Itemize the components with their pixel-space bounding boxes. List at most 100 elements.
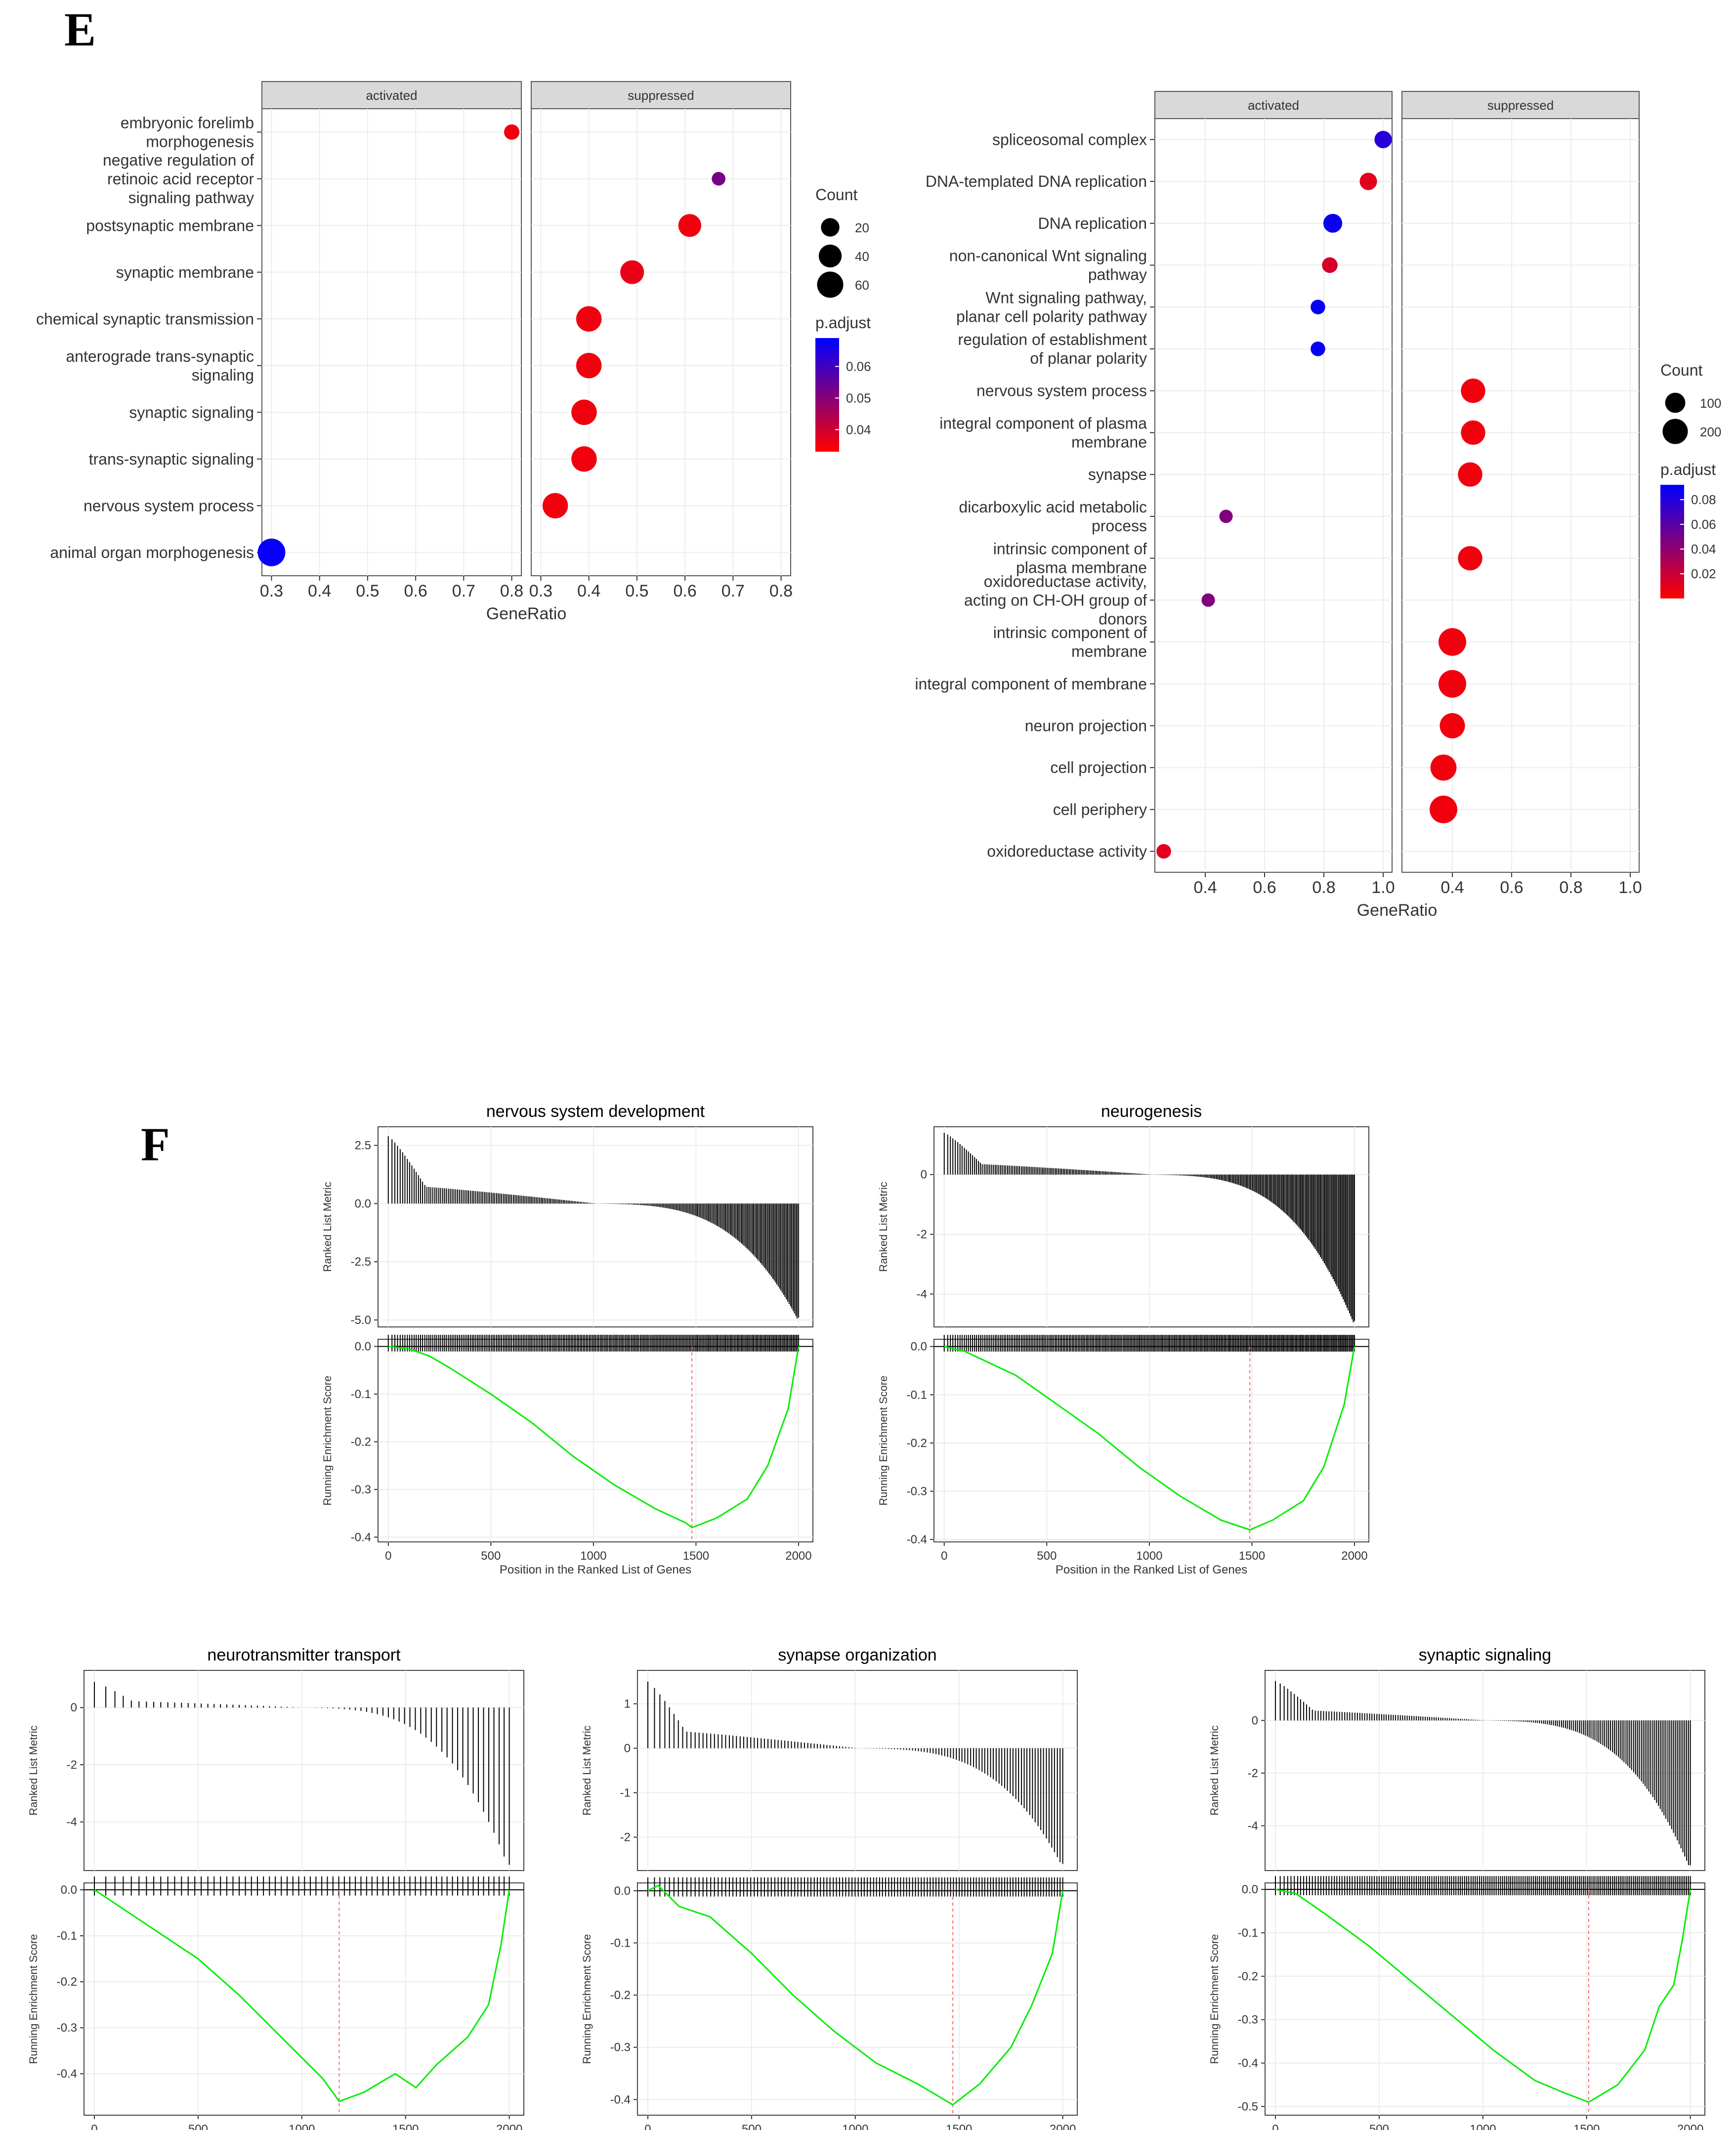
x-tick-label: 0.7 — [721, 582, 745, 600]
gsea-title: nervous system development — [486, 1102, 705, 1121]
category-label: cell projection — [1050, 759, 1147, 776]
x-tick-label: 0 — [385, 1549, 391, 1563]
x-tick-label: 0.6 — [1500, 878, 1523, 897]
legend-color-label: 0.04 — [1691, 542, 1716, 556]
x-axis-title: Position in the Ranked List of Genes — [500, 1563, 691, 1576]
y-axis-title: Running Enrichment Score — [27, 1934, 40, 2064]
data-point — [1322, 257, 1338, 273]
y-tick-label: -2 — [917, 1228, 927, 1241]
legend-color-label: 0.06 — [846, 359, 871, 374]
legend-color-title: p.adjust — [815, 314, 871, 332]
facet-label: activated — [366, 88, 417, 103]
data-point — [1439, 670, 1466, 698]
legend-color-label: 0.04 — [846, 422, 871, 437]
data-point — [576, 353, 602, 379]
y-tick-label: 0 — [921, 1168, 927, 1182]
gsea-title: synaptic signaling — [1419, 1646, 1551, 1664]
category-label: nervous system process — [84, 497, 254, 514]
data-point — [571, 446, 597, 472]
legend-count-title: Count — [1660, 361, 1703, 379]
data-point — [1359, 172, 1377, 190]
x-tick-label: 0 — [941, 1549, 947, 1563]
data-point — [1219, 510, 1233, 523]
legend-size-label: 20 — [855, 220, 869, 235]
facet-strip — [531, 81, 791, 109]
legend-color-label: 0.06 — [1691, 517, 1716, 532]
y-axis-title: Ranked List Metric — [877, 1182, 889, 1272]
category-label: non-canonical Wnt signaling — [949, 247, 1147, 265]
category-label: animal organ morphogenesis — [50, 544, 254, 561]
x-axis-title: Position in the Ranked List of Genes — [1056, 1563, 1247, 1576]
legend-size-dot — [818, 244, 842, 268]
x-tick-label: 0.7 — [452, 582, 475, 600]
y-axis-title: Ranked List Metric — [27, 1725, 40, 1815]
running-es-line — [388, 1346, 800, 1529]
panel-label-e: E — [64, 3, 96, 56]
x-tick-label: 2000 — [785, 1549, 811, 1563]
data-point — [1461, 379, 1485, 403]
y-axis-title: Ranked List Metric — [321, 1182, 334, 1272]
data-point — [1311, 341, 1325, 356]
data-point — [1430, 795, 1457, 823]
category-label: chemical synaptic transmission — [36, 310, 254, 328]
legend-size-dot — [821, 218, 840, 237]
category-label: retinoic acid receptor — [107, 170, 254, 188]
x-tick-label: 0.6 — [673, 582, 696, 600]
y-axis-title: Ranked List Metric — [1208, 1725, 1221, 1815]
data-point — [1458, 462, 1482, 487]
y-tick-label: -0.5 — [1238, 2100, 1258, 2113]
enrichment-panel — [637, 1882, 1078, 2116]
y-tick-label: 0.0 — [61, 1883, 77, 1897]
category-label: trans-synaptic signaling — [89, 450, 254, 468]
y-tick-label: -4 — [917, 1288, 927, 1301]
data-point — [257, 538, 286, 566]
ranked-metric-panel — [637, 1670, 1078, 1871]
y-tick-label: -0.1 — [1238, 1926, 1258, 1940]
legend-size-label: 40 — [855, 249, 869, 264]
category-label: membrane — [1071, 642, 1147, 660]
y-tick-label: 2.5 — [355, 1139, 371, 1152]
data-point — [1461, 420, 1485, 445]
category-label: oxidoreductase activity — [987, 843, 1147, 860]
y-tick-label: -4 — [67, 1816, 77, 1829]
x-tick-label: 0.4 — [1193, 878, 1217, 897]
data-point — [1440, 713, 1465, 739]
x-tick-label: 0.6 — [1253, 878, 1276, 897]
x-tick-label: 1500 — [1239, 1549, 1265, 1563]
category-label: DNA-templated DNA replication — [926, 172, 1147, 190]
x-tick-label: 0.8 — [1312, 878, 1335, 897]
legend-count-title: Count — [815, 186, 858, 204]
y-tick-label: 0.0 — [355, 1197, 371, 1210]
facet-panel — [261, 108, 522, 576]
facet-label: suppressed — [1487, 98, 1554, 113]
x-tick-label: 0 — [1272, 2123, 1278, 2130]
x-tick-label: 500 — [742, 2123, 762, 2130]
x-tick-label: 1500 — [1573, 2123, 1600, 2130]
y-tick-label: -0.2 — [351, 1435, 371, 1448]
x-tick-label: 2000 — [496, 2123, 522, 2130]
category-label: synaptic membrane — [116, 263, 254, 281]
x-tick-label: 1000 — [842, 2123, 868, 2130]
x-axis-title: GeneRatio — [1357, 901, 1438, 920]
data-point — [542, 493, 568, 518]
x-tick-label: 0.3 — [529, 582, 552, 600]
legend-color-bar — [815, 338, 839, 452]
y-tick-label: -0.3 — [57, 2021, 77, 2035]
ranked-metric-panel — [1265, 1670, 1705, 1871]
x-tick-label: 500 — [481, 1549, 501, 1563]
running-es-line — [647, 1884, 1064, 2106]
category-label: DNA replication — [1038, 214, 1147, 232]
y-tick-label: -4 — [1248, 1819, 1258, 1832]
category-label: membrane — [1071, 433, 1147, 451]
category-label: anterograde trans-synaptic — [66, 347, 254, 365]
category-label: signaling — [192, 366, 254, 384]
x-tick-label: 0.4 — [308, 582, 331, 600]
y-tick-label: -0.3 — [610, 2041, 631, 2054]
legend-color-title: p.adjust — [1660, 461, 1716, 478]
x-tick-label: 500 — [1037, 1549, 1057, 1563]
y-tick-label: -0.1 — [907, 1388, 927, 1402]
data-point — [1430, 754, 1457, 781]
y-tick-label: -0.4 — [351, 1531, 371, 1544]
facet-panel — [1154, 118, 1393, 873]
x-tick-label: 0.8 — [500, 582, 523, 600]
